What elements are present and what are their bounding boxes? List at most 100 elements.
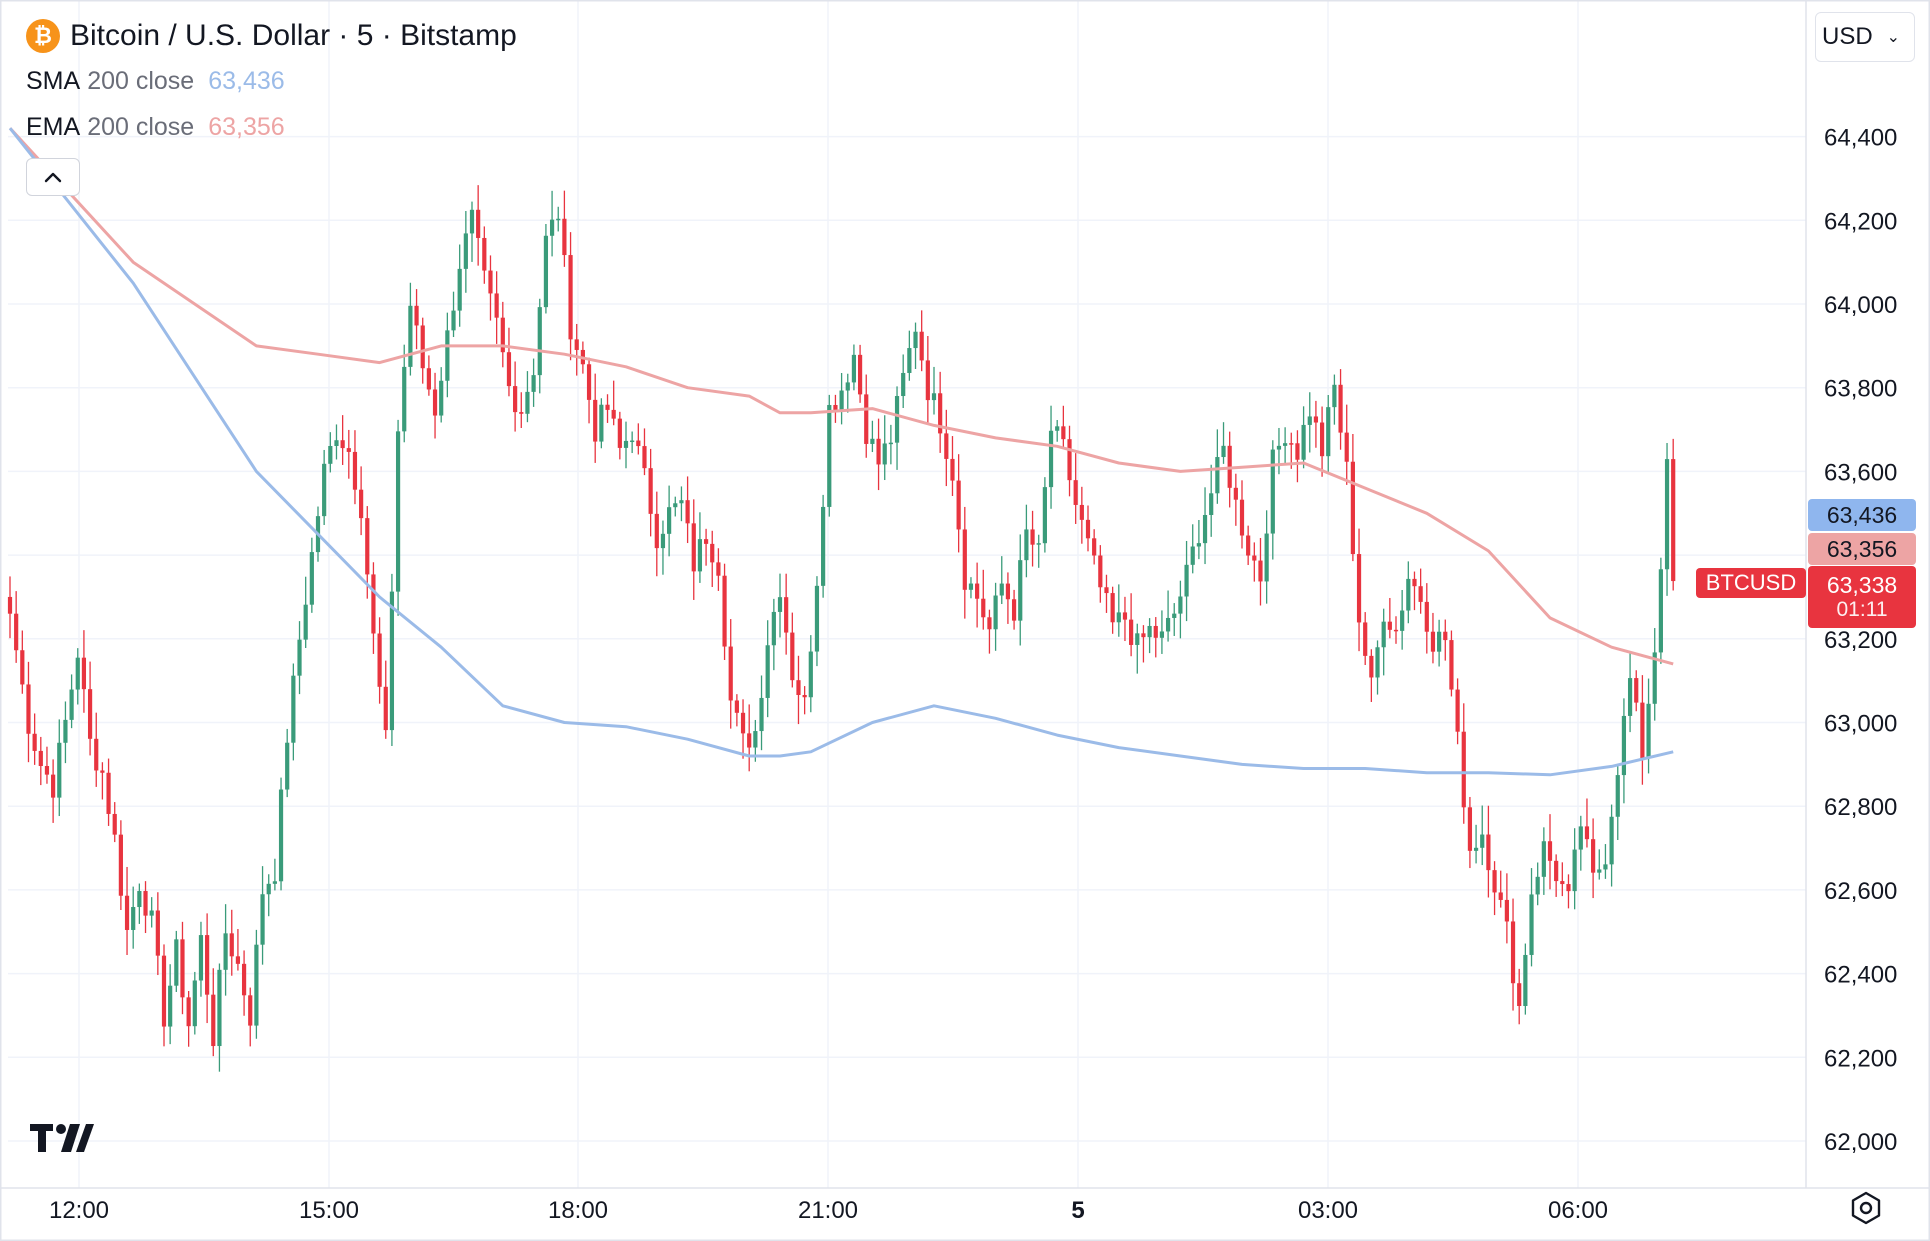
candle-body xyxy=(1276,445,1282,450)
candle-body xyxy=(586,364,592,400)
candle-body xyxy=(623,440,629,448)
currency-select[interactable]: USD ⌄ xyxy=(1815,12,1915,62)
candle-body xyxy=(1560,881,1565,885)
candle-body xyxy=(1480,834,1485,848)
candle-body xyxy=(463,233,468,269)
candle-body xyxy=(710,543,715,563)
candle-body xyxy=(1621,715,1627,776)
bar-countdown: 01:11 xyxy=(1836,598,1888,622)
candle-body xyxy=(32,733,37,751)
collapse-legend-button[interactable] xyxy=(26,158,80,196)
candle-body xyxy=(1135,633,1140,645)
indicator-ema[interactable]: EMA 200 close 63,356 xyxy=(26,104,517,150)
y-tick-label: 62,600 xyxy=(1824,878,1897,905)
candle-body xyxy=(1042,487,1047,544)
candle-body xyxy=(1615,775,1620,817)
candle-body xyxy=(1209,493,1214,515)
candle-body xyxy=(944,433,949,459)
x-tick-label: 5 xyxy=(1071,1197,1084,1224)
candle-body xyxy=(1178,596,1183,614)
candle-body xyxy=(371,574,376,634)
candle-body xyxy=(1202,514,1208,544)
symbol-title[interactable]: Bitcoin / U.S. Dollar · 5 · Bitstamp xyxy=(70,19,517,52)
candle-body xyxy=(882,443,887,465)
candle-body xyxy=(1375,647,1380,678)
candle-body xyxy=(876,438,881,465)
candle-body xyxy=(543,235,549,308)
y-tick-label: 63,000 xyxy=(1824,711,1897,738)
candle-body xyxy=(962,529,967,590)
candle-body xyxy=(1523,954,1528,1007)
candle-body xyxy=(1627,678,1633,716)
candle-body xyxy=(925,360,930,401)
candle-body xyxy=(1430,631,1436,652)
y-tick-label: 64,000 xyxy=(1824,292,1897,319)
candle-body xyxy=(260,894,265,945)
candle-body xyxy=(950,458,955,481)
candle-body xyxy=(1067,439,1072,481)
x-tick-label: 21:00 xyxy=(798,1197,858,1224)
candle-body xyxy=(118,834,123,896)
candle-body xyxy=(1584,826,1590,840)
candle-body xyxy=(223,933,228,970)
candle-body xyxy=(439,380,444,416)
candle-body xyxy=(617,418,622,448)
candle-body xyxy=(365,518,370,575)
candle-body xyxy=(87,689,93,739)
candle-body xyxy=(562,218,567,256)
candle-body xyxy=(334,440,339,446)
candle-body xyxy=(272,881,277,884)
candle-body xyxy=(1153,625,1158,638)
candle-body xyxy=(1079,504,1084,520)
candle-body xyxy=(531,375,536,392)
candle-body xyxy=(1455,689,1460,732)
symbol-title-row[interactable]: ₿ Bitcoin / U.S. Dollar · 5 · Bitstamp xyxy=(26,14,517,58)
candle-body xyxy=(667,507,672,534)
candle-body xyxy=(605,404,610,410)
candle-body xyxy=(1030,529,1035,545)
candle-body xyxy=(691,523,696,572)
candle-body xyxy=(784,597,789,633)
candle-body xyxy=(987,617,992,630)
x-tick-label: 15:00 xyxy=(299,1197,359,1224)
candle-body xyxy=(291,675,296,743)
candle-body xyxy=(1246,535,1251,556)
candle-body xyxy=(1098,555,1103,588)
candle-body xyxy=(1406,578,1411,611)
candle-body xyxy=(1658,569,1663,653)
candle-body xyxy=(26,684,31,734)
candle-body xyxy=(931,393,937,401)
candle-body xyxy=(1412,578,1417,587)
candle-body xyxy=(229,933,234,957)
candle-body xyxy=(44,766,50,775)
y-tick-label: 63,200 xyxy=(1824,627,1897,654)
candle-body xyxy=(981,598,986,618)
candle-body xyxy=(469,209,475,234)
candle-body xyxy=(1061,426,1066,440)
candle-body xyxy=(51,774,56,798)
candle-body xyxy=(482,237,487,271)
candle-body xyxy=(1085,519,1091,539)
candle-body xyxy=(845,382,850,391)
candle-body xyxy=(975,583,980,599)
indicator-sma[interactable]: SMA 200 close 63,436 xyxy=(26,58,517,104)
candle-body xyxy=(389,591,395,731)
sma-price-tag: 63,436 xyxy=(1808,499,1916,531)
candle-body xyxy=(1369,655,1374,678)
candle-body xyxy=(488,270,493,294)
candle-body xyxy=(1332,384,1337,408)
candle-body xyxy=(1116,612,1121,623)
candle-body xyxy=(1036,543,1041,545)
candle-body xyxy=(1356,554,1362,623)
candle-body xyxy=(1437,631,1442,652)
candle-body xyxy=(303,604,308,640)
settings-icon[interactable] xyxy=(1848,1190,1884,1226)
tradingview-logo-icon[interactable] xyxy=(30,1120,94,1154)
candle-body xyxy=(1122,612,1128,620)
candle-body xyxy=(1400,610,1405,631)
candle-body xyxy=(679,500,684,504)
candle-body xyxy=(328,445,333,464)
candle-body xyxy=(254,944,259,1026)
